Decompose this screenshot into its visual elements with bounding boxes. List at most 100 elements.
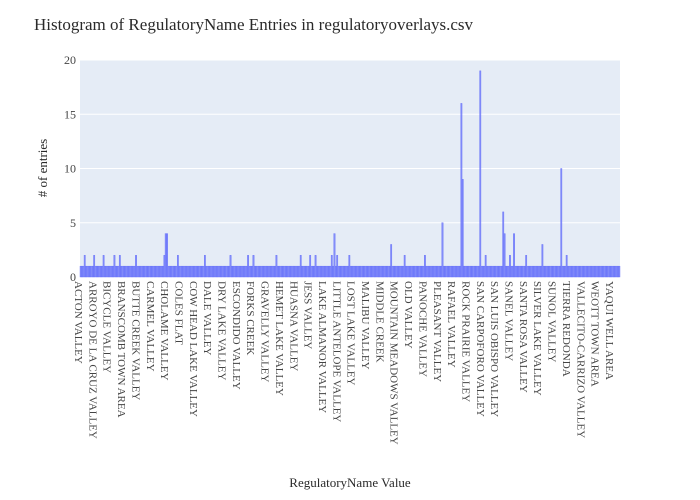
- histogram-bar: [274, 265, 276, 278]
- histogram-bar: [363, 265, 366, 278]
- histogram-bar: [491, 265, 494, 278]
- histogram-bar: [613, 265, 615, 278]
- histogram-bar: [418, 265, 421, 278]
- histogram-bar: [228, 265, 231, 278]
- histogram-bar: [522, 265, 525, 278]
- histogram-bar: [505, 265, 507, 278]
- histogram-bar: [483, 265, 486, 278]
- histogram-bar: [118, 255, 121, 278]
- histogram-bar: [162, 265, 164, 278]
- histogram-bar: [614, 265, 617, 278]
- histogram-bar: [515, 265, 518, 278]
- histogram-bar: [306, 265, 309, 278]
- histogram-bar: [615, 265, 618, 278]
- histogram-bar: [540, 265, 542, 278]
- x-tick-label: CARMEL VALLEY: [144, 281, 156, 372]
- histogram-bar: [248, 265, 251, 278]
- y-axis-title: # of entries: [35, 139, 50, 197]
- histogram-bar: [465, 265, 468, 278]
- histogram-bar: [487, 265, 490, 278]
- histogram-bar: [486, 265, 488, 278]
- histogram-bar: [110, 265, 113, 278]
- x-axis-title: RegulatoryName Value: [289, 475, 411, 490]
- histogram-bar: [433, 265, 436, 278]
- histogram-bar: [610, 265, 613, 278]
- histogram-bar: [368, 265, 371, 278]
- histogram-bar: [89, 265, 91, 278]
- histogram-bar: [494, 265, 497, 278]
- histogram-bar: [513, 233, 515, 278]
- histogram-bar: [403, 255, 406, 278]
- histogram-bar: [426, 265, 429, 278]
- histogram-bar: [519, 265, 522, 278]
- histogram-bar: [128, 265, 131, 278]
- histogram-bar: [256, 265, 259, 278]
- histogram-bar: [592, 265, 595, 278]
- histogram-bar: [380, 265, 383, 278]
- x-tick-label: BICYCLE VALLEY: [101, 281, 113, 373]
- x-tick-label: ESCONDIDO VALLEY: [230, 281, 242, 390]
- histogram-bar: [249, 265, 252, 278]
- histogram-bar: [467, 265, 470, 278]
- histogram-bar: [397, 265, 399, 278]
- y-tick-label: 5: [70, 216, 76, 230]
- histogram-bar: [232, 265, 235, 278]
- histogram-bar: [279, 265, 282, 278]
- histogram-bar: [307, 265, 310, 278]
- histogram-bar: [208, 265, 210, 278]
- histogram-bar: [542, 265, 545, 278]
- histogram-bar: [334, 265, 337, 278]
- histogram-bar: [372, 265, 375, 278]
- histogram-bar: [339, 265, 341, 278]
- x-tick-label: BUTTE CREEK VALLEY: [129, 281, 141, 400]
- histogram-bar: [595, 265, 598, 278]
- histogram-bar: [289, 265, 291, 278]
- histogram-bar: [422, 265, 425, 278]
- histogram-bar: [417, 265, 420, 278]
- histogram-bar: [510, 265, 513, 278]
- histogram-bar: [488, 265, 491, 278]
- histogram-bar: [191, 265, 194, 278]
- histogram-bar: [218, 265, 221, 278]
- histogram-bar: [428, 265, 430, 278]
- histogram-bar: [121, 265, 124, 278]
- histogram-bar: [117, 265, 120, 278]
- histogram-bar: [464, 265, 467, 278]
- histogram-bar: [337, 265, 340, 278]
- histogram-bar: [579, 265, 582, 278]
- histogram-bar: [393, 265, 395, 278]
- histogram-bar: [509, 255, 511, 278]
- histogram-bar: [294, 265, 297, 278]
- histogram-bar: [87, 265, 90, 278]
- histogram-bar: [163, 255, 166, 278]
- histogram-bar: [413, 265, 416, 278]
- histogram-bar: [361, 265, 364, 278]
- histogram-bar: [414, 265, 417, 278]
- histogram-bar: [534, 265, 537, 278]
- histogram-bar: [183, 265, 186, 278]
- histogram-bar: [517, 265, 519, 278]
- histogram-bar: [366, 265, 368, 278]
- histogram-bar: [410, 265, 413, 278]
- histogram-bar: [309, 255, 312, 278]
- histogram-bar: [379, 265, 382, 278]
- histogram-bar: [357, 265, 360, 278]
- histogram-bar: [243, 265, 245, 278]
- histogram-bar: [482, 265, 484, 278]
- histogram-bar: [349, 265, 352, 278]
- histogram-bar: [553, 265, 556, 278]
- x-tick-label: MALIBU VALLEY: [359, 281, 371, 370]
- histogram-bar: [492, 265, 495, 278]
- histogram-bar: [603, 265, 606, 278]
- histogram-bar: [144, 265, 147, 278]
- histogram-bar: [179, 265, 182, 278]
- histogram-bar: [170, 265, 172, 278]
- histogram-bar: [507, 265, 510, 278]
- histogram-bar: [409, 265, 411, 278]
- histogram-bar: [552, 265, 555, 278]
- histogram-bar: [282, 265, 285, 278]
- histogram-bar: [537, 265, 540, 278]
- histogram-bar: [206, 265, 209, 278]
- histogram-bar: [586, 265, 588, 278]
